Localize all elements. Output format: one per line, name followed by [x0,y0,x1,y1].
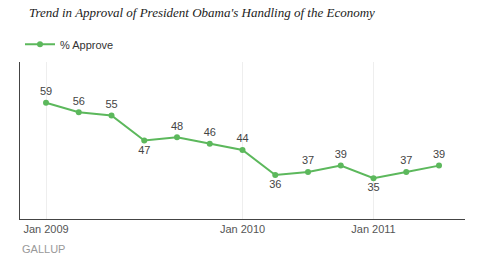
svg-text:Jan 2011: Jan 2011 [351,223,395,235]
svg-text:37: 37 [400,154,412,166]
svg-text:35: 35 [367,181,379,193]
svg-text:59: 59 [40,85,52,97]
svg-text:37: 37 [302,154,314,166]
svg-text:39: 39 [335,148,347,160]
svg-text:47: 47 [138,144,150,156]
svg-text:55: 55 [105,98,117,110]
svg-text:46: 46 [204,126,216,138]
svg-text:Trend in Approval of President: Trend in Approval of President Obama's H… [29,5,375,20]
svg-text:56: 56 [73,95,85,107]
svg-text:Jan 2009: Jan 2009 [23,223,68,235]
svg-text:39: 39 [433,148,445,160]
svg-text:Jan 2010: Jan 2010 [220,223,265,235]
svg-text:44: 44 [236,132,248,144]
svg-text:36: 36 [269,178,281,190]
svg-text:GALLUP: GALLUP [22,243,65,255]
svg-text:% Approve: % Approve [60,39,113,51]
svg-text:48: 48 [171,120,183,132]
